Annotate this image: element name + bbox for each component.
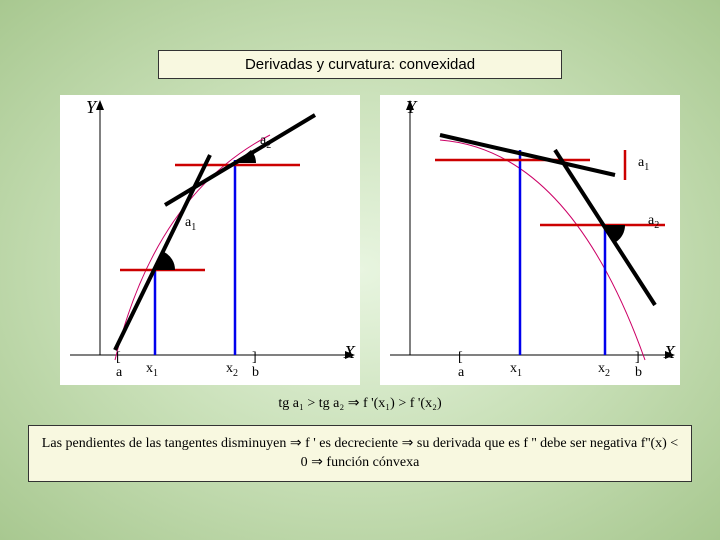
left-x2-label: x2 (226, 361, 238, 379)
right-b-label: b (635, 365, 642, 381)
math-statement: tg a₁ > tg a₂ ⇒ f '(x₁) > f '(x₂) (0, 395, 720, 412)
left-bracket-open: [ (116, 350, 121, 366)
right-x1-label: x1 (510, 361, 522, 379)
right-x2-label: x2 (598, 361, 610, 379)
right-bracket-open: [ (458, 350, 463, 366)
left-b-label: b (252, 365, 259, 381)
right-plot: Y X a1 a2 [ a x1 x2 ] b (380, 95, 680, 385)
page-title: Derivadas y curvatura: convexidad (158, 50, 562, 79)
left-a2-label: a2 (260, 133, 271, 151)
left-plot-svg (60, 95, 360, 385)
right-a2-label: a2 (648, 213, 659, 231)
right-bracket-close: ] (635, 350, 640, 366)
right-a1-label: a1 (638, 155, 649, 173)
left-a1-label: a1 (185, 215, 196, 233)
right-y-axis-label: Y (406, 97, 416, 118)
conclusion-box: Las pendientes de las tangentes disminuy… (28, 425, 692, 482)
left-bracket-close: ] (252, 350, 257, 366)
left-x-axis-label: X (344, 342, 355, 363)
right-x-axis-label: X (664, 342, 675, 363)
left-plot: Y X a2 a1 [ a x1 x2 ] b (60, 95, 360, 385)
left-a-label: a (116, 365, 122, 381)
left-y-axis-label: Y (86, 97, 96, 118)
left-x1-label: x1 (146, 361, 158, 379)
right-plot-svg (380, 95, 680, 385)
right-a-label: a (458, 365, 464, 381)
